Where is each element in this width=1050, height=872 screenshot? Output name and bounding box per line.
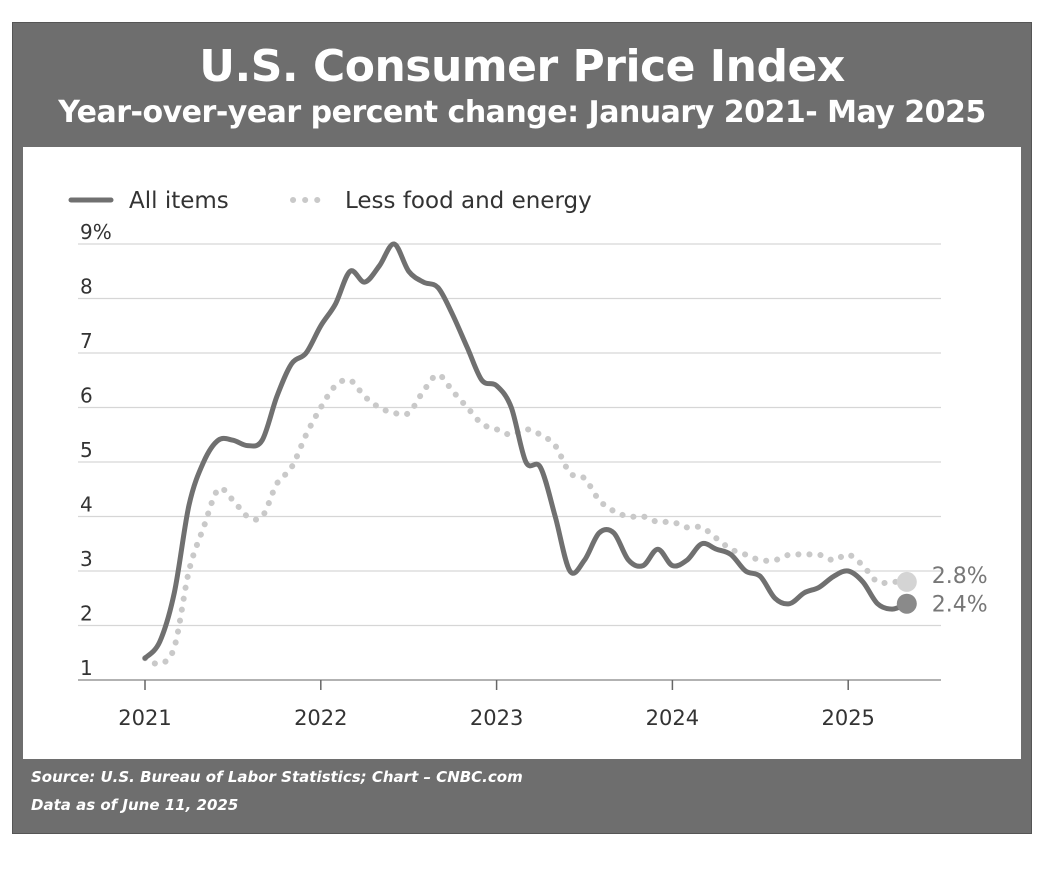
end-label-less-food-and-energy: 2.8% (932, 564, 988, 589)
legend-label-core: Less food and energy (345, 188, 592, 214)
chart-subtitle: Year-over-year percent change: January 2… (58, 95, 986, 130)
end-label-all-items: 2.4% (932, 593, 988, 618)
y-tick-label: 1 (80, 656, 93, 680)
end-marker-less-food-and-energy (896, 571, 917, 592)
end-marker-all-items (896, 593, 917, 614)
y-tick-label: 6 (80, 384, 93, 408)
y-tick-label: 9% (80, 220, 112, 244)
chart-title: U.S. Consumer Price Index (199, 41, 845, 92)
x-tick-label: 2024 (646, 706, 699, 730)
source-note: Source: U.S. Bureau of Labor Statistics;… (31, 768, 523, 786)
end-markers: 2.8% 2.4% (896, 564, 988, 618)
y-tick-label: 5 (80, 438, 93, 462)
chart-frame: U.S. Consumer Price Index Year-over-year… (12, 22, 1032, 834)
series-line-less-food-and-energy (142, 371, 910, 667)
x-tick-label: 2021 (118, 706, 171, 730)
y-tick-label: 4 (80, 493, 93, 517)
legend: All items Less food and energy (68, 188, 592, 214)
series-line-all-items (142, 241, 910, 661)
y-axis-ticks: 1 2 3 4 5 6 7 8 9% (80, 220, 112, 680)
chart-header: U.S. Consumer Price Index Year-over-year… (13, 23, 1031, 143)
y-tick-label: 8 (80, 275, 93, 299)
plot-panel: 1 2 3 4 5 6 7 8 9% 2021 2022 2023 2024 2025 2.8% 2.4%… (23, 147, 1021, 759)
series-lines (142, 241, 910, 667)
grid-lines (78, 243, 941, 681)
y-tick-label: 7 (80, 329, 93, 353)
legend-label-all-items: All items (129, 188, 229, 214)
x-tick-label: 2025 (821, 706, 874, 730)
cpi-line-chart: 1 2 3 4 5 6 7 8 9% 2021 2022 2023 2024 2025 2.8% 2.4%… (68, 188, 988, 730)
data-date-note: Data as of June 11, 2025 (31, 796, 239, 814)
x-tick-label: 2023 (470, 706, 523, 730)
x-axis-ticks: 2021 2022 2023 2024 2025 (118, 680, 875, 730)
chart-footer: Source: U.S. Bureau of Labor Statistics;… (31, 763, 523, 819)
y-tick-label: 3 (80, 547, 93, 571)
y-tick-label: 2 (80, 602, 93, 626)
x-tick-label: 2022 (294, 706, 347, 730)
